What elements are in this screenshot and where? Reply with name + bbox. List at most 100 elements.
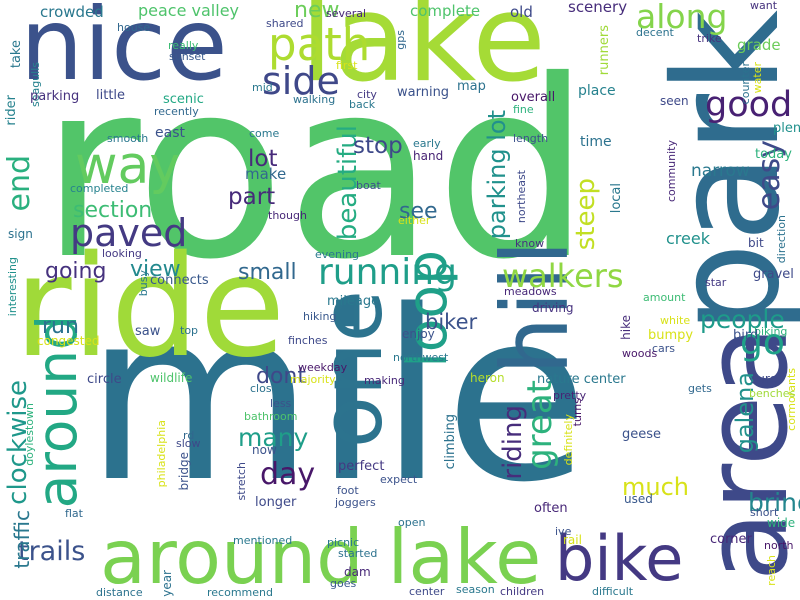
word: flat [65, 507, 83, 520]
word: wildlife [150, 371, 193, 385]
word: pretty [553, 389, 587, 402]
word: cars [652, 342, 676, 355]
word: now [252, 443, 277, 457]
word: circle [87, 372, 122, 387]
word: enjoy [402, 327, 435, 341]
word: perfect [338, 459, 385, 474]
word: water [751, 62, 764, 94]
word: traffic [10, 510, 34, 569]
word: bike [555, 522, 684, 595]
word: open [398, 516, 426, 529]
word: several [326, 7, 367, 20]
word: goes [330, 577, 357, 590]
word: little [96, 88, 126, 103]
word: peace valley [138, 1, 240, 20]
word: short [750, 506, 779, 519]
word: definitely [562, 414, 575, 466]
word: heron [470, 371, 505, 385]
word: local [609, 183, 624, 214]
word: plenty [773, 121, 800, 136]
word: direction [775, 215, 788, 264]
word: longer [255, 495, 297, 510]
word: biker [425, 310, 478, 334]
word: road [40, 28, 591, 313]
word: dont [256, 364, 306, 389]
word: wide [767, 516, 796, 530]
word: started [338, 547, 378, 560]
word: saw [135, 324, 161, 339]
word: decent [636, 26, 674, 39]
word: mileage [327, 294, 380, 309]
word: used [624, 492, 653, 506]
word: hiking [303, 310, 337, 323]
word: rider [4, 95, 19, 126]
word: know [515, 237, 545, 250]
word: top [180, 324, 199, 337]
word: ride [14, 226, 286, 389]
word: walkers [502, 257, 624, 295]
word: first [336, 59, 358, 72]
word: day [260, 457, 316, 492]
word: northwest [393, 351, 449, 364]
word: geese [622, 427, 662, 442]
word: walking [293, 93, 336, 106]
word: completed [70, 182, 129, 195]
word: end [2, 155, 37, 212]
word: bathroom [244, 410, 298, 423]
word: boat [356, 179, 381, 192]
word: driving [532, 301, 574, 315]
word: many [238, 423, 309, 452]
word: good [705, 85, 793, 125]
word: want [750, 0, 778, 12]
word: paved [70, 211, 188, 255]
word: recently [154, 105, 199, 118]
word: running [318, 252, 457, 293]
word: looking [102, 247, 142, 260]
word: trails [18, 536, 86, 567]
word: dam [344, 565, 371, 579]
word: amount [643, 291, 686, 304]
word: part [228, 184, 276, 210]
word: season [456, 583, 495, 596]
word: great [520, 380, 560, 470]
word: bit [748, 236, 764, 250]
word: hand [413, 149, 444, 163]
word: city [357, 88, 377, 101]
word: make [245, 165, 287, 183]
word: old [510, 3, 533, 21]
word: climbing [443, 414, 458, 470]
word: lot [248, 146, 278, 172]
word: center [409, 585, 445, 598]
word: close [250, 382, 279, 395]
word: lake [300, 0, 546, 109]
word: evening [315, 248, 360, 261]
word: gravel [753, 267, 794, 282]
word: creek [666, 229, 710, 248]
word: biking [754, 325, 788, 338]
word: narrow [691, 161, 750, 181]
word: sign [8, 227, 33, 241]
word: either [398, 214, 431, 227]
word: parking lot [483, 110, 511, 240]
word: east [155, 125, 185, 141]
word: going [45, 259, 107, 284]
word: weekday [298, 361, 348, 374]
word: rd [183, 429, 195, 442]
word: time [580, 134, 612, 150]
word: parking [30, 89, 80, 104]
word: nature center [537, 372, 626, 387]
word: community [665, 140, 678, 203]
word: scenery [568, 0, 628, 16]
word: stretch [235, 462, 248, 501]
word: complete [410, 2, 481, 20]
word: foot [337, 484, 359, 497]
word: map [457, 79, 486, 94]
word: small [238, 260, 297, 285]
word: often [534, 501, 568, 516]
word: around lake [100, 513, 542, 600]
word: new [294, 0, 340, 23]
word: majority [290, 373, 336, 386]
word: recommend [207, 586, 273, 599]
word: go [740, 322, 785, 363]
